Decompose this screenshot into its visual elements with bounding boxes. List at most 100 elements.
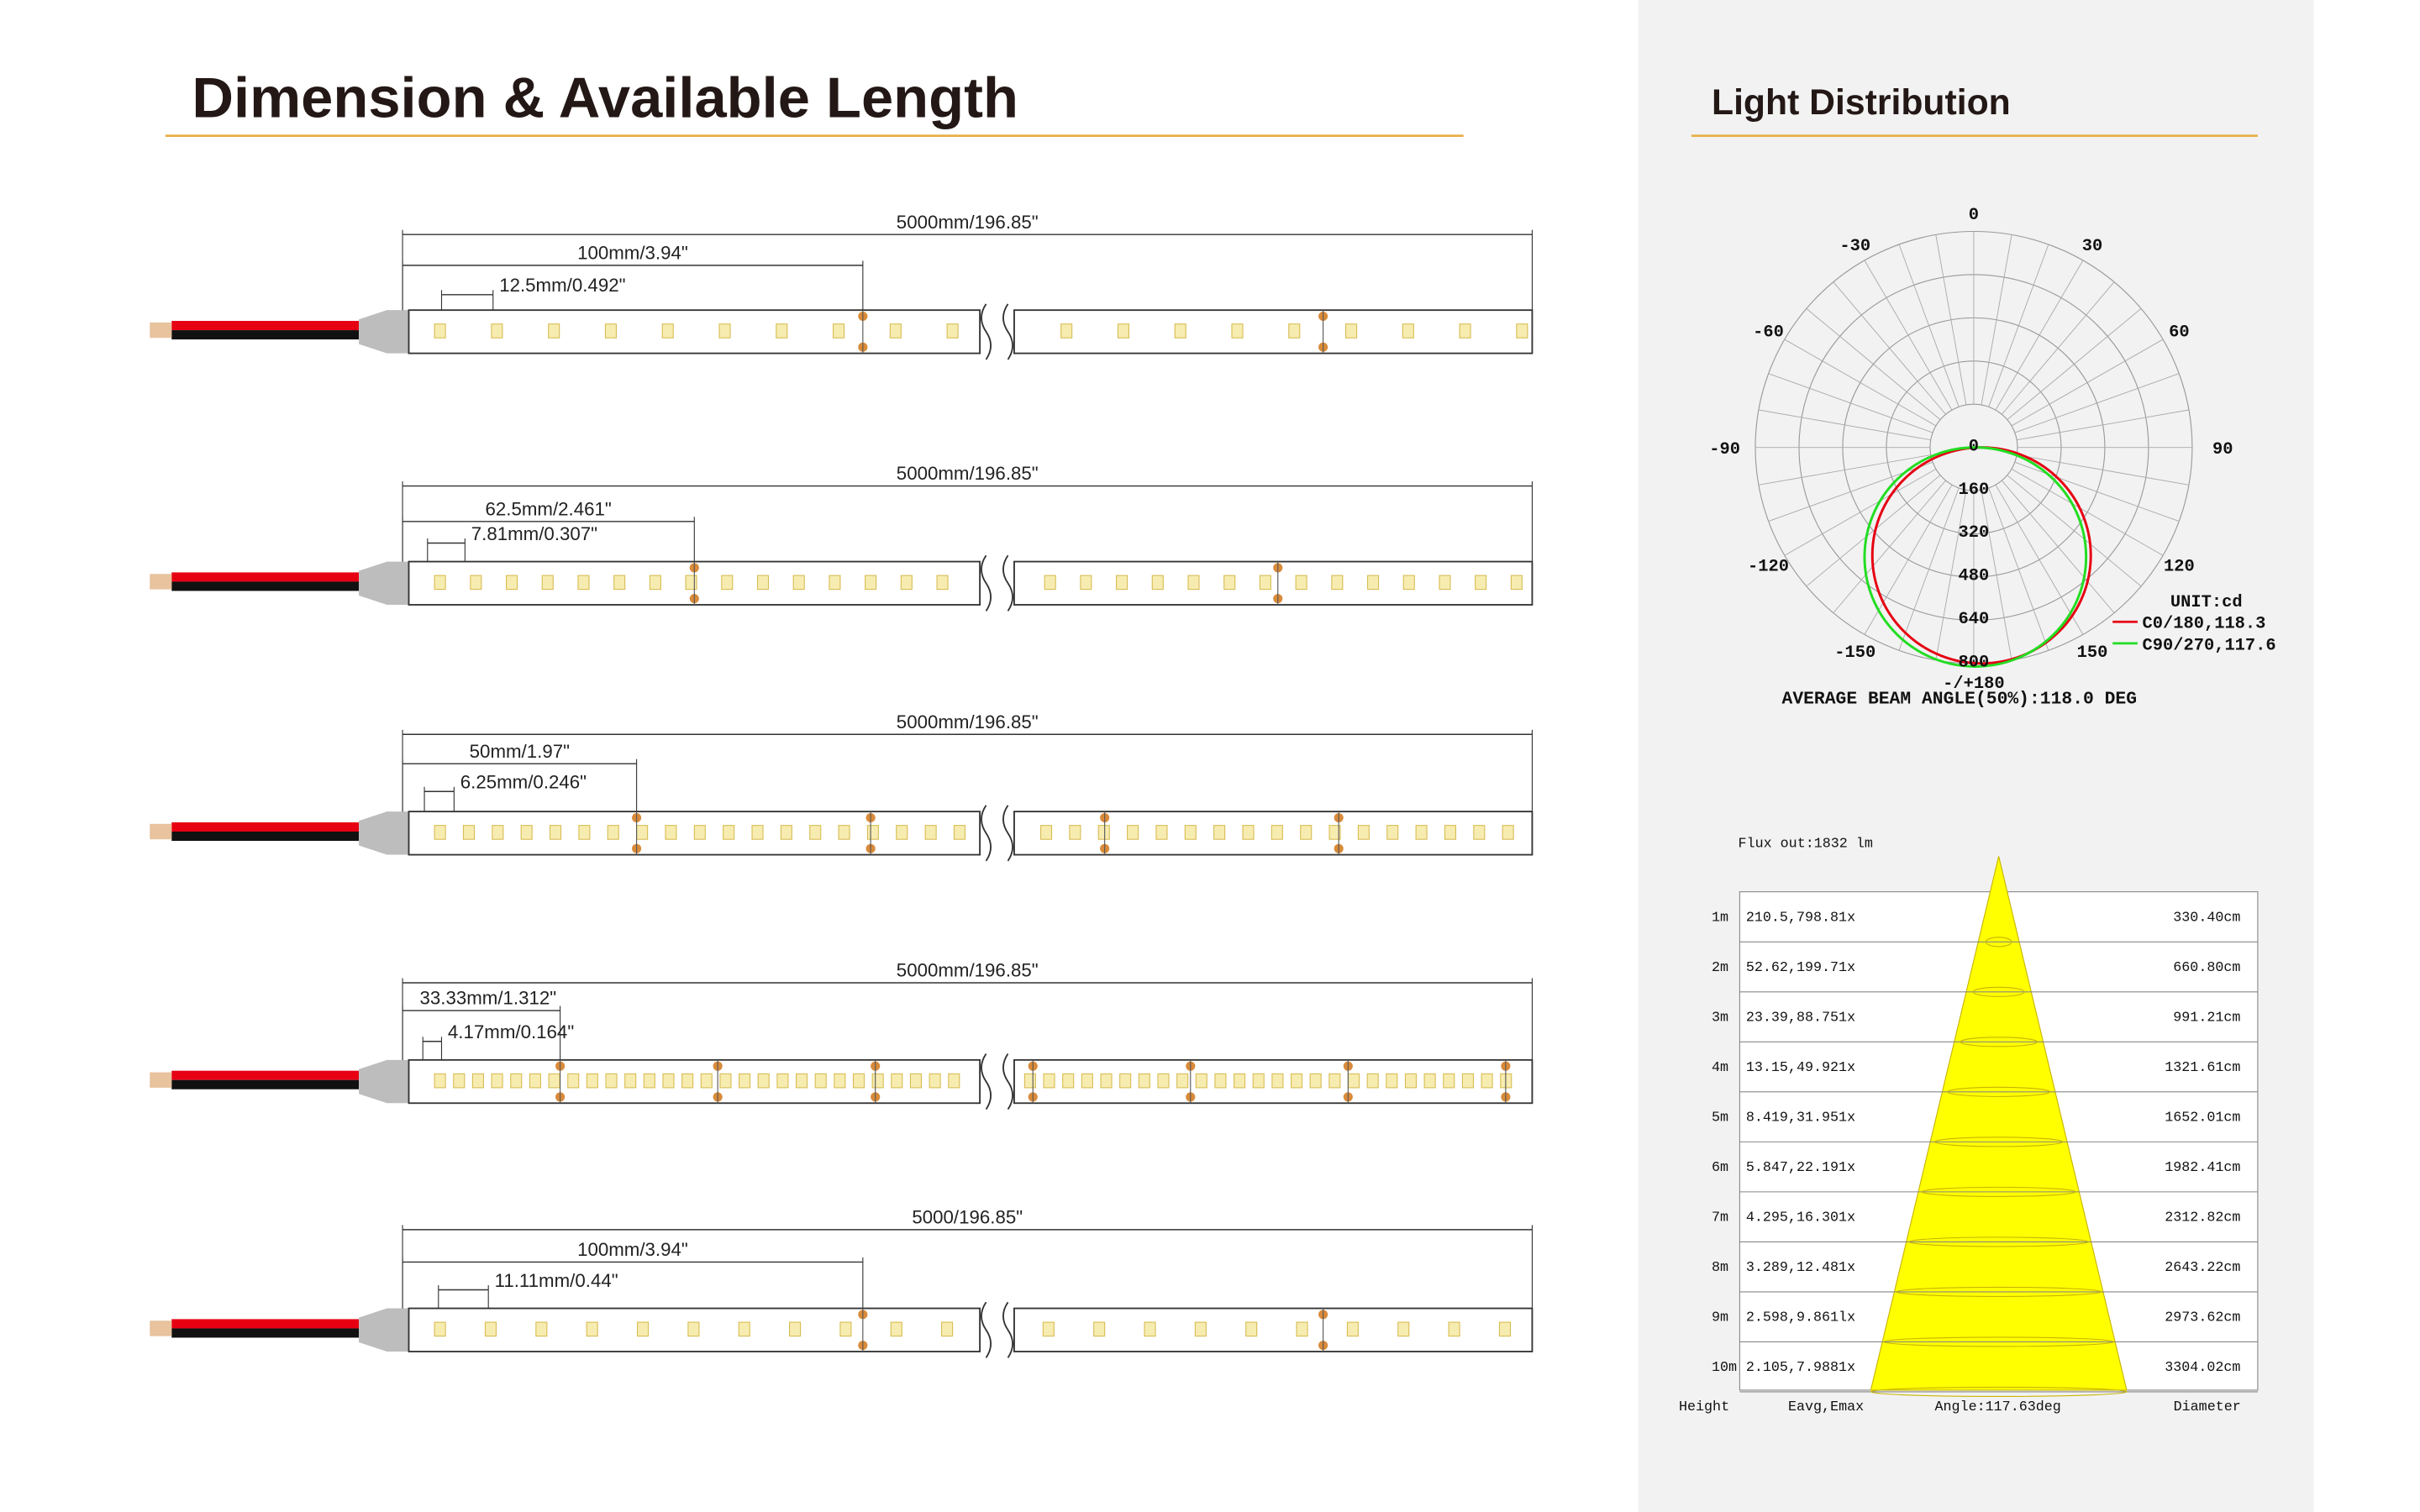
led xyxy=(492,825,504,840)
radial-label: 320 xyxy=(1959,523,1990,543)
break-mark xyxy=(1002,1053,1014,1110)
led xyxy=(833,323,845,339)
led xyxy=(866,825,879,840)
led xyxy=(776,323,788,339)
led xyxy=(757,1073,770,1089)
polar-spoke xyxy=(1784,339,1937,427)
footer-label: Eavg,Emax xyxy=(1788,1399,1864,1415)
led xyxy=(1151,575,1164,591)
led xyxy=(578,825,591,840)
angle-label: 120 xyxy=(2164,558,2195,577)
wire-tip xyxy=(150,322,172,339)
led xyxy=(1144,1321,1156,1337)
row-diameter: 991.21cm xyxy=(2173,1010,2240,1026)
angle-label: 60 xyxy=(2169,323,2190,342)
led xyxy=(896,825,908,840)
led xyxy=(1300,825,1313,840)
radial-label: 160 xyxy=(1959,480,1990,500)
led xyxy=(1448,1321,1460,1337)
wire-black xyxy=(171,330,360,340)
angle-label: -90 xyxy=(1709,440,1740,459)
angle-label: 0 xyxy=(1969,206,1979,225)
footer-label: Diameter xyxy=(2174,1399,2241,1415)
section-title: Light Distribution xyxy=(1712,82,2011,122)
polar-spoke xyxy=(1935,234,1967,406)
led xyxy=(1060,323,1073,339)
row-eavg: 2.598,9.861lx xyxy=(1746,1310,1855,1326)
led xyxy=(1187,575,1200,591)
cone xyxy=(1870,856,2128,1391)
polar-spoke xyxy=(1995,484,2084,635)
led xyxy=(1415,825,1428,840)
led xyxy=(871,1073,884,1089)
break-mark xyxy=(1002,805,1014,862)
led xyxy=(852,1073,865,1089)
total-length: 5000/196.85" xyxy=(912,1207,1023,1228)
angle-label: 90 xyxy=(2212,440,2233,459)
led xyxy=(535,1321,548,1337)
led xyxy=(1245,1321,1258,1337)
led xyxy=(1127,825,1139,840)
break-mark xyxy=(981,303,992,360)
led xyxy=(434,1073,446,1089)
led xyxy=(1097,825,1110,840)
led xyxy=(1397,1321,1410,1337)
led xyxy=(900,575,913,591)
led xyxy=(1404,1073,1418,1089)
row-eavg: 52.62,199.71x xyxy=(1746,959,1855,975)
led xyxy=(636,1321,650,1337)
title: Dimension & Available Length xyxy=(192,66,1018,130)
led xyxy=(693,825,706,840)
led xyxy=(604,323,618,339)
segment-length: 100mm/3.94" xyxy=(577,243,688,264)
led xyxy=(865,575,877,591)
led xyxy=(718,323,731,339)
polar-spoke xyxy=(2011,468,2164,556)
led xyxy=(721,575,734,591)
led xyxy=(1223,575,1236,591)
cone-ring xyxy=(1908,1236,2089,1247)
row-diameter: 660.80cm xyxy=(2173,959,2240,975)
row-eavg: 23.39,88.751x xyxy=(1746,1010,1855,1026)
footer-label: Height xyxy=(1679,1399,1729,1415)
led xyxy=(1043,1073,1055,1089)
connector xyxy=(359,1308,409,1352)
wire-black xyxy=(171,832,360,842)
polar-spoke xyxy=(1833,281,1946,415)
polar-spoke xyxy=(2002,281,2115,415)
led xyxy=(1386,825,1399,840)
strip xyxy=(1013,309,1534,354)
led xyxy=(1242,825,1255,840)
break-mark xyxy=(1002,303,1014,360)
led xyxy=(505,575,518,591)
row-height: 6m xyxy=(1712,1159,1728,1175)
led xyxy=(643,1073,655,1089)
legend-label: C0/180,118.3 xyxy=(2142,615,2265,634)
legend-label: C90/270,117.6 xyxy=(2142,636,2275,655)
polar-spoke xyxy=(2002,480,2115,613)
row-height: 7m xyxy=(1712,1210,1728,1226)
led xyxy=(1439,575,1451,591)
led xyxy=(491,323,503,339)
led xyxy=(1195,1073,1207,1089)
polar-spoke xyxy=(2014,373,2180,433)
led xyxy=(1138,1073,1150,1089)
cone-ring xyxy=(1972,986,2025,997)
polar-spoke xyxy=(2017,454,2190,486)
led xyxy=(607,825,619,840)
row-eavg: 2.105,7.9881x xyxy=(1746,1359,1855,1375)
row-eavg: 3.289,12.481x xyxy=(1746,1259,1855,1275)
row-eavg: 5.847,22.191x xyxy=(1746,1159,1855,1175)
polar-spoke xyxy=(1833,480,1946,613)
led xyxy=(891,1073,903,1089)
cone-ring xyxy=(1921,1186,2076,1197)
radial-label: 640 xyxy=(1959,610,1990,629)
led xyxy=(723,825,735,840)
polar-spoke xyxy=(1995,260,2084,411)
radial-label: 480 xyxy=(1959,567,1990,586)
led-pitch: 6.25mm/0.246" xyxy=(460,772,587,793)
cone-ring xyxy=(1947,1086,2051,1097)
led xyxy=(470,575,482,591)
led xyxy=(1023,1073,1036,1089)
